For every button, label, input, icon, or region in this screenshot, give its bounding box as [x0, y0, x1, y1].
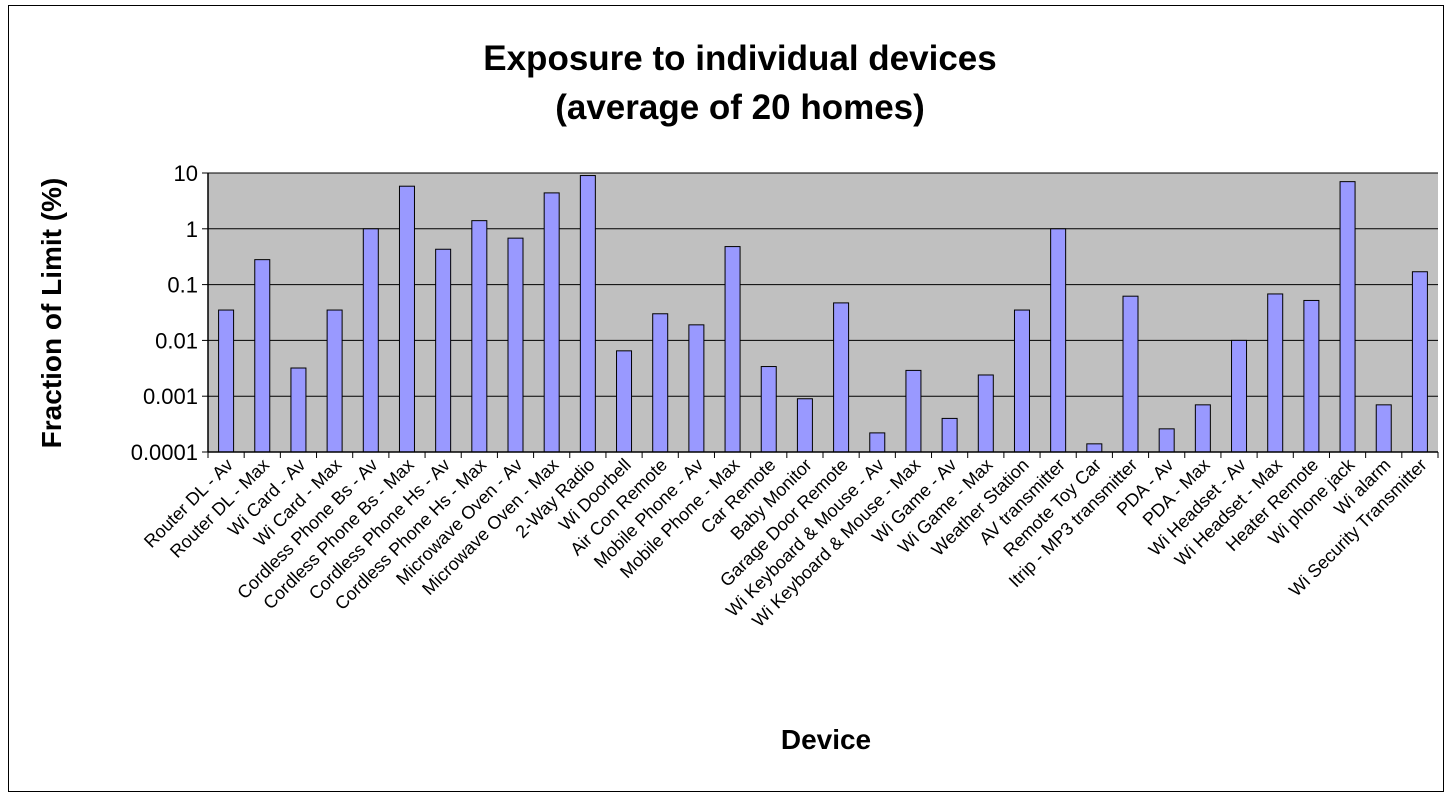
bar [1086, 443, 1103, 453]
bar [652, 313, 669, 453]
bar [796, 398, 813, 453]
bar [254, 259, 271, 453]
bar [616, 350, 633, 453]
bar [471, 220, 488, 453]
y-tick-label: 0.1 [167, 273, 198, 298]
bar [1158, 428, 1175, 453]
y-axis-title: Fraction of Limit (%) [36, 178, 67, 449]
chart-title: Exposure to individual devices [483, 39, 996, 78]
plot-area [208, 173, 1438, 452]
bar [290, 367, 307, 453]
bars [218, 175, 1428, 453]
y-tick-labels: 10 1 0.1 0.01 0.001 0.0001 [131, 161, 198, 465]
bar [1411, 271, 1428, 453]
bar [507, 237, 524, 453]
bar [543, 192, 560, 453]
bar [941, 417, 958, 453]
bar [362, 228, 379, 453]
chart-subtitle: (average of 20 homes) [555, 88, 925, 127]
bar [435, 248, 452, 453]
bar [1375, 404, 1392, 453]
y-tick-label: 0.01 [155, 328, 198, 353]
bar [1231, 339, 1248, 453]
x-axis-title: Device [781, 724, 871, 755]
y-tick-label: 1 [186, 217, 198, 242]
bar [1339, 181, 1356, 453]
bar [688, 324, 705, 453]
bar [1267, 293, 1284, 453]
bar [218, 309, 235, 453]
y-tick-label: 10 [174, 161, 198, 186]
bar [1013, 309, 1030, 453]
bar [326, 309, 343, 453]
bar [398, 185, 415, 453]
bar [977, 374, 994, 453]
bar [905, 369, 922, 453]
bar [1194, 404, 1211, 453]
bar [1122, 295, 1139, 453]
bar [1303, 299, 1320, 453]
bar [1050, 228, 1067, 453]
bar [760, 366, 777, 453]
bar [579, 175, 596, 453]
bar [724, 246, 741, 453]
bar [869, 432, 886, 453]
y-tick-label: 0.0001 [131, 440, 198, 465]
bar [833, 302, 850, 453]
y-tick-label: 0.001 [143, 384, 198, 409]
